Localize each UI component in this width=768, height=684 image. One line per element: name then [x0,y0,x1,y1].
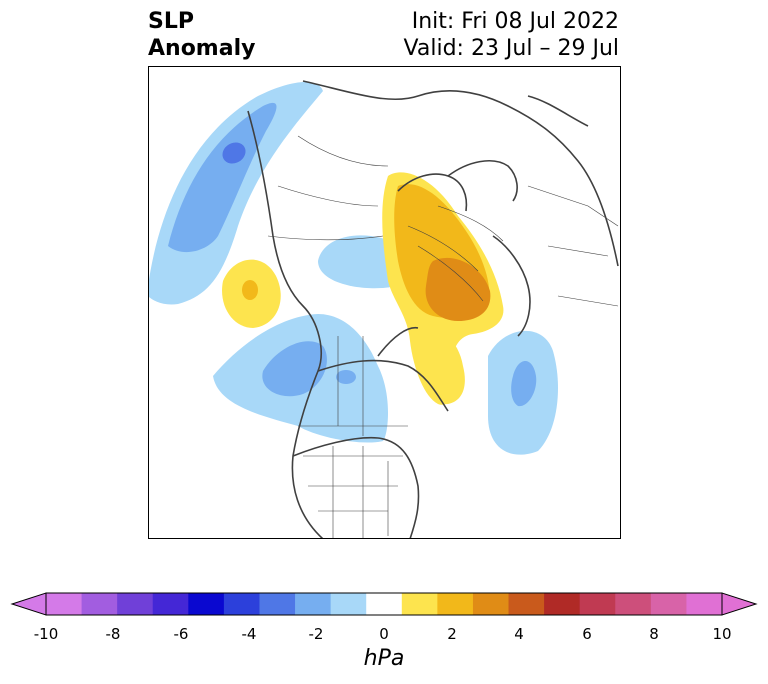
colorbar-tick-label: -4 [241,625,257,643]
positive-anomaly-greenland [413,325,465,405]
positive-anomaly-northeast-pacific-high [222,259,281,328]
positive-anomaly-scandinavia-siberia [382,172,504,405]
colorbar-tick-label: -10 [33,625,59,643]
colorbar-segment [223,593,260,615]
colorbar-segment [152,593,189,615]
title-line-1: SLP [148,9,194,34]
colorbar-extend-max-arrow [721,592,758,616]
colorbar-segment [366,593,403,615]
slp-anomaly-map [148,66,621,539]
negative-anomaly-northeast-pacific [213,314,388,443]
colorbar-segment [650,593,687,615]
colorbar-tick-label: 2 [447,625,457,643]
colorbar-segment [579,593,616,615]
colorbar-extend-min-arrow [10,592,47,616]
chart-title-dates: Init: Fri 08 Jul 2022 Valid: 23 Jul – 29… [404,8,619,62]
chart-title-variable: SLP Anomaly [148,8,255,62]
colorbar-segment [259,593,296,615]
colorbar-tick-label: 4 [514,625,524,643]
colorbar-tick-label: 8 [649,625,659,643]
colorbar-tick-label: 6 [582,625,592,643]
colorbar-segment [686,593,723,615]
colorbar-segment [472,593,510,615]
colorbar-tick-label: 10 [712,625,732,643]
negative-anomaly-north-pacific [148,81,323,305]
colorbar-segment [330,593,367,615]
init-date-label: Init: Fri 08 Jul 2022 [411,9,619,34]
colorbar [10,592,758,616]
coastline-outlines [247,80,619,539]
colorbar-tick-label: -8 [105,625,121,643]
colorbar-segment [615,593,652,615]
colorbar-segment [508,593,545,615]
negative-anomaly-north-atlantic [488,330,558,455]
colorbar-segment [117,593,154,615]
colorbar-tick-label: -6 [173,625,189,643]
colorbar-segment [188,593,225,615]
colorbar-tick-label: 0 [379,625,389,643]
title-line-2: Anomaly [148,36,256,61]
border-outlines [267,135,619,539]
colorbar-segment [437,593,474,615]
map-frame [148,66,621,539]
colorbar-segment [81,593,118,615]
colorbar-outline [45,592,723,616]
colorbar-tick-label: -2 [308,625,324,643]
colorbar-unit-label: hPa [363,646,405,671]
colorbar-segment [46,593,83,615]
valid-date-label: Valid: 23 Jul – 29 Jul [403,36,619,61]
colorbar-segment [401,593,438,615]
colorbar-segment [295,593,332,615]
colorbar-segment [544,593,581,615]
